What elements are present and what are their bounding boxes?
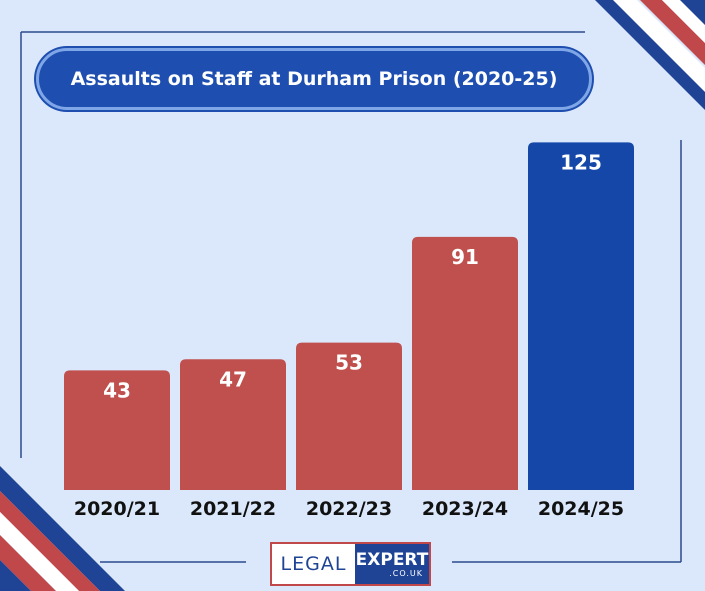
logo-right-text: EXPERT <box>355 549 429 570</box>
x-tick-label-2022-23: 2022/23 <box>306 498 392 520</box>
legal-expert-logo: LEGAL EXPERT .CO.UK <box>270 542 431 586</box>
data-label-2023-24: 91 <box>451 245 479 269</box>
x-tick-label-2023-24: 2023/24 <box>422 498 508 520</box>
logo-right-panel: EXPERT .CO.UK <box>355 544 429 584</box>
data-label-2022-23: 53 <box>335 351 363 375</box>
x-tick-label-2020-21: 2020/21 <box>74 498 160 520</box>
x-tick-label-2021-22: 2021/22 <box>190 498 276 520</box>
x-tick-label-2024-25: 2024/25 <box>538 498 624 520</box>
bar-2023-24 <box>412 236 518 490</box>
corner-stripes-bottom-left <box>0 466 125 591</box>
bar-2020-21 <box>64 370 170 490</box>
chart-title: Assaults on Staff at Durham Prison (2020… <box>36 48 592 110</box>
bar-2024-25 <box>528 142 634 490</box>
x-axis-tick-labels: 2020/21 2021/22 2022/23 2023/24 2024/25 <box>74 498 624 520</box>
data-label-2021-22: 47 <box>219 367 247 391</box>
bar-series <box>64 142 634 490</box>
data-labels: 43 47 53 91 125 <box>103 150 602 402</box>
data-label-2024-25: 125 <box>560 150 602 174</box>
logo-left-text: LEGAL <box>280 553 347 575</box>
data-label-2020-21: 43 <box>103 378 131 402</box>
logo-suffix-text: .CO.UK <box>389 568 423 578</box>
frame <box>20 31 682 563</box>
bar-2021-22 <box>180 359 286 490</box>
bar-2022-23 <box>296 342 402 490</box>
corner-stripes-top-right <box>595 0 705 110</box>
